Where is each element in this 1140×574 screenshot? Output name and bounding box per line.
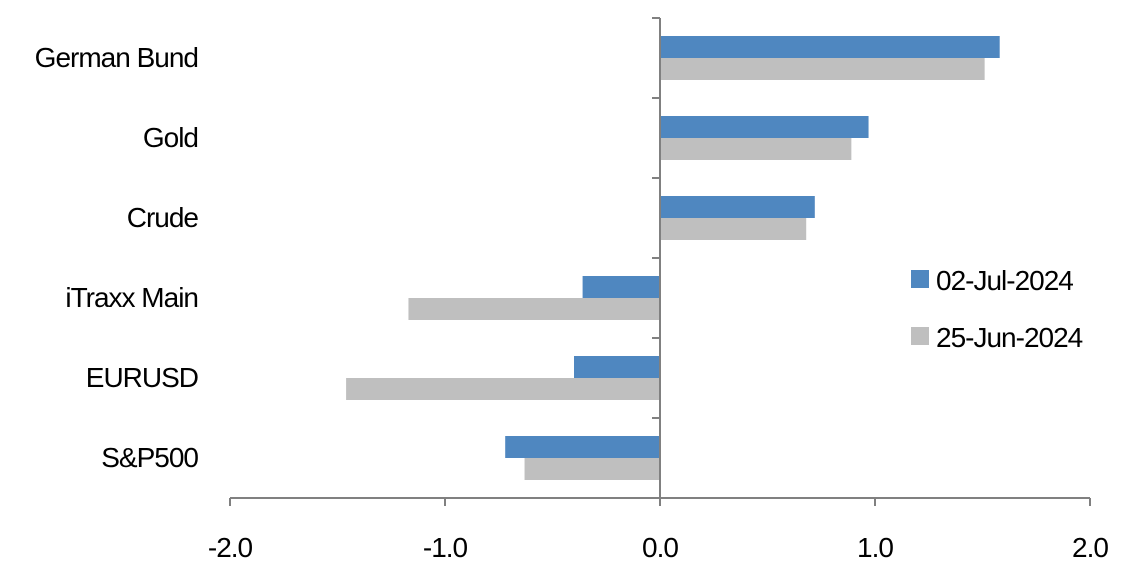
bar-series2 [660,138,852,160]
bar-series1 [574,356,660,378]
bar-series1 [660,116,869,138]
legend-label: 02-Jul-2024 [936,265,1073,296]
bar-series2 [346,378,660,400]
category-label: Crude [127,202,199,233]
legend-label: 25-Jun-2024 [936,322,1083,353]
bar-series2 [660,58,985,80]
x-tick-label: 0.0 [642,532,678,563]
x-tick-label: -1.0 [423,532,468,563]
x-tick-label: 2.0 [1072,532,1108,563]
category-label: EURUSD [86,362,198,393]
x-tick-label: -2.0 [208,532,253,563]
legend-swatch [911,327,929,345]
bar-series2 [524,458,660,480]
bar-series2 [660,218,807,240]
bar-series1 [582,276,660,298]
bar-series1 [505,436,660,458]
category-label: S&P500 [101,442,198,473]
legend-swatch [911,270,929,288]
x-tick-label: 1.0 [857,532,893,563]
bar-series2 [408,298,660,320]
category-label: Gold [143,122,198,153]
category-label: German Bund [35,42,198,73]
bar-series1 [660,36,1000,58]
category-label: iTraxx Main [65,282,198,313]
bar-series1 [660,196,815,218]
